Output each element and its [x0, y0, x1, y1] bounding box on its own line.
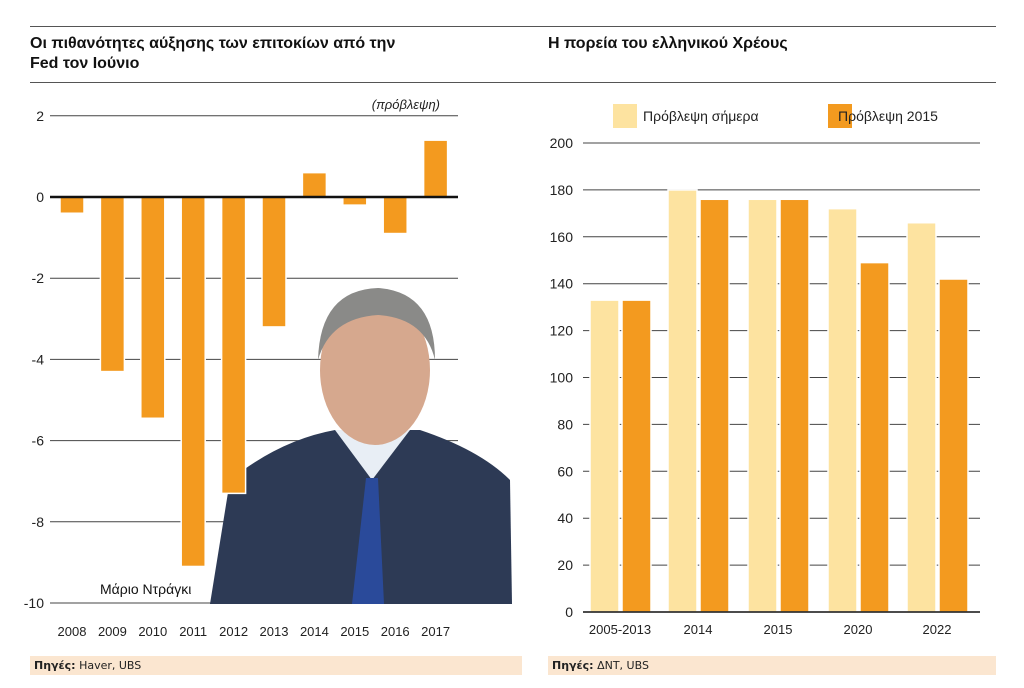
bar-2015-2022: [938, 278, 969, 613]
bar-2015-2015: [779, 198, 810, 613]
x-tick-label: 2011: [179, 624, 207, 639]
x-tick-label: 2010: [138, 624, 167, 639]
y-tick-label: 160: [550, 229, 574, 245]
y-tick-label: 2: [36, 108, 44, 124]
y-tick-label: 20: [557, 557, 573, 573]
top-rule: [30, 26, 996, 27]
bar-today-2015: [747, 198, 778, 613]
photo-tie: [352, 478, 384, 604]
x-tick-label: 2015: [340, 624, 369, 639]
legend-swatch: [613, 104, 637, 128]
bar-2013: [261, 196, 287, 328]
y-tick-label: 60: [557, 463, 573, 479]
bar-today-2020: [827, 207, 858, 613]
legend-swatch: [828, 104, 852, 128]
source-text: ΔΝΤ, UBS: [597, 659, 649, 672]
y-tick-label: -10: [24, 595, 44, 611]
y-tick-label: -8: [32, 514, 45, 530]
bar-2017: [422, 139, 449, 198]
bar-2008: [59, 196, 85, 214]
bar-2015-2020: [859, 261, 890, 613]
legend-label: Πρόβλεψη σήμερα: [643, 108, 759, 124]
x-tick-label: 2014: [300, 624, 329, 639]
photo-suit: [210, 430, 512, 604]
source-label: Πηγές:: [552, 659, 594, 672]
y-tick-label: 0: [36, 189, 44, 205]
y-tick-label: 100: [550, 370, 574, 386]
bar-2015-2014: [699, 198, 730, 613]
x-tick-label: 2012: [219, 624, 248, 639]
source-label: Πηγές:: [34, 659, 76, 672]
bar-2016: [382, 196, 408, 235]
y-tick-label: 120: [550, 323, 574, 339]
x-tick-label: 2009: [98, 624, 127, 639]
y-tick-label: 180: [550, 182, 574, 198]
x-tick-label: 2017: [421, 624, 450, 639]
x-tick-label: 2015: [764, 622, 793, 637]
y-tick-label: -6: [32, 433, 45, 449]
left-chart-title: Οι πιθανότητες αύξησης των επιτοκίων από…: [30, 35, 396, 72]
x-tick-label: 2016: [381, 624, 410, 639]
y-tick-label: 140: [550, 276, 574, 292]
bar-2011: [180, 196, 206, 568]
x-tick-label: 2020: [844, 622, 873, 637]
photo-hair: [318, 288, 435, 360]
x-tick-label: 2005-2013: [589, 622, 651, 637]
y-tick-label: 40: [557, 510, 573, 526]
bar-today-2005-2013: [589, 299, 620, 613]
title-rule: [30, 82, 996, 83]
right-source: Πηγές: ΔΝΤ, UBS: [548, 656, 996, 675]
x-tick-label: 2013: [260, 624, 289, 639]
bar-2010: [140, 196, 166, 420]
forecast-annotation: (πρόβλεψη): [372, 97, 440, 112]
left-source: Πηγές: Haver, UBS: [30, 656, 522, 675]
bar-2009: [99, 196, 126, 373]
photo-caption: Μάριο Ντράγκι: [100, 581, 191, 597]
y-tick-label: 80: [557, 416, 573, 432]
x-tick-label: 2008: [58, 624, 87, 639]
y-tick-label: 0: [565, 604, 573, 620]
x-tick-label: 2022: [923, 622, 952, 637]
bar-today-2014: [667, 189, 698, 613]
right-chart-title: Η πορεία του ελληνικού Χρέους: [548, 35, 788, 52]
x-tick-label: 2014: [684, 622, 713, 637]
photo-face: [320, 295, 430, 445]
y-tick-label: 200: [550, 135, 574, 151]
bar-today-2022: [906, 221, 937, 613]
source-text: Haver, UBS: [79, 659, 142, 672]
legend-label: Πρόβλεψη 2015: [838, 108, 938, 124]
bar-2012: [220, 196, 247, 495]
photo-shirt: [335, 430, 410, 480]
y-tick-label: -2: [32, 270, 45, 286]
bar-2015-2005-2013: [621, 299, 652, 613]
y-tick-label: -4: [32, 351, 45, 367]
bar-2014: [301, 171, 328, 198]
